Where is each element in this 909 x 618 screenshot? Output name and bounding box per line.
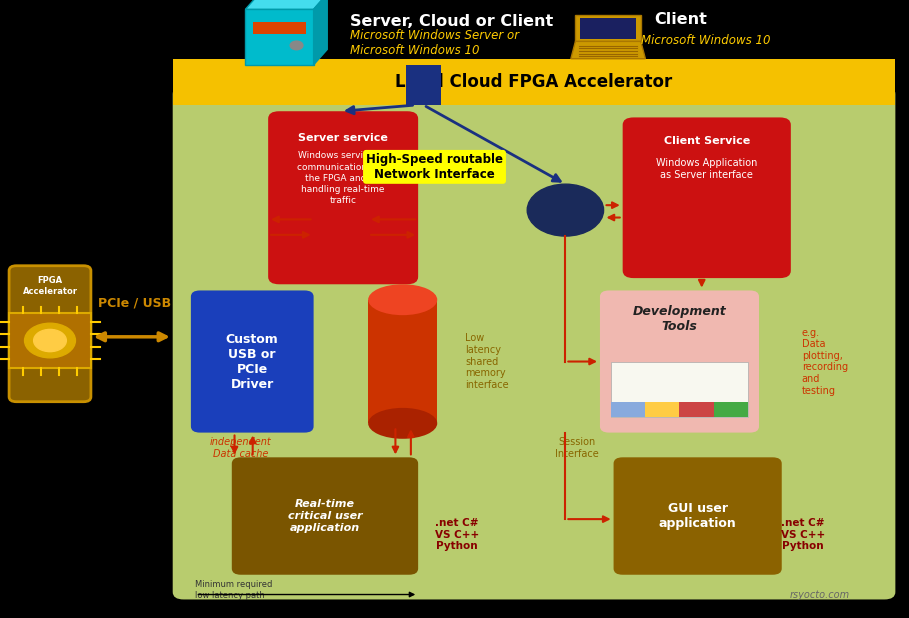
- Circle shape: [25, 323, 75, 358]
- Text: e.g.
Data
plotting,
recording
and
testing: e.g. Data plotting, recording and testin…: [802, 328, 848, 396]
- Polygon shape: [575, 15, 641, 41]
- Text: Custom
USB or
PCIe
Driver: Custom USB or PCIe Driver: [225, 332, 279, 391]
- Polygon shape: [571, 41, 645, 59]
- Circle shape: [34, 329, 66, 352]
- Circle shape: [527, 184, 604, 236]
- FancyBboxPatch shape: [173, 59, 895, 105]
- FancyBboxPatch shape: [191, 290, 314, 433]
- Polygon shape: [245, 0, 327, 9]
- Text: rsyocto.com: rsyocto.com: [790, 590, 850, 599]
- FancyBboxPatch shape: [173, 87, 895, 599]
- FancyBboxPatch shape: [406, 65, 441, 105]
- FancyBboxPatch shape: [614, 457, 782, 575]
- FancyBboxPatch shape: [253, 22, 306, 35]
- FancyBboxPatch shape: [611, 402, 645, 417]
- Text: PCIe / USB: PCIe / USB: [98, 296, 171, 309]
- Text: Microsoft Windows Server or
Microsoft Windows 10: Microsoft Windows Server or Microsoft Wi…: [350, 29, 519, 57]
- Text: .net C#
VS C++
Python: .net C# VS C++ Python: [781, 518, 824, 551]
- FancyBboxPatch shape: [611, 362, 748, 417]
- Text: independent
Data cache: independent Data cache: [210, 438, 272, 459]
- Text: FPGA
Accelerator: FPGA Accelerator: [23, 276, 77, 296]
- Text: Windows service for
communication with
the FPGA and for
handling real-time
traff: Windows service for communication with t…: [297, 151, 389, 205]
- Text: Windows Application
as Server interface: Windows Application as Server interface: [656, 158, 757, 180]
- FancyBboxPatch shape: [245, 9, 314, 65]
- FancyBboxPatch shape: [232, 457, 418, 575]
- Text: Server service: Server service: [298, 133, 388, 143]
- Text: Session
Interface: Session Interface: [555, 438, 599, 459]
- Text: Local Cloud FPGA Accelerator: Local Cloud FPGA Accelerator: [395, 73, 673, 91]
- FancyBboxPatch shape: [600, 290, 759, 433]
- Text: Development
Tools: Development Tools: [633, 305, 726, 333]
- FancyBboxPatch shape: [9, 313, 91, 368]
- FancyBboxPatch shape: [268, 111, 418, 284]
- FancyBboxPatch shape: [680, 402, 714, 417]
- Text: Client Service: Client Service: [664, 136, 750, 146]
- Text: Server, Cloud or Client: Server, Cloud or Client: [350, 14, 554, 29]
- Text: High-Speed routable
Network Interface: High-Speed routable Network Interface: [366, 153, 503, 181]
- Bar: [368, 300, 437, 423]
- FancyBboxPatch shape: [9, 266, 91, 402]
- Polygon shape: [314, 0, 327, 65]
- FancyBboxPatch shape: [645, 402, 679, 417]
- FancyBboxPatch shape: [580, 18, 636, 40]
- Text: Microsoft Windows 10: Microsoft Windows 10: [641, 33, 770, 47]
- Text: Client: Client: [654, 12, 707, 27]
- Ellipse shape: [368, 284, 437, 315]
- FancyBboxPatch shape: [623, 117, 791, 278]
- Text: .net C#
VS C++
Python: .net C# VS C++ Python: [435, 518, 479, 551]
- Text: Low
latency
shared
memory
interface: Low latency shared memory interface: [465, 333, 509, 390]
- Text: GUI user
application: GUI user application: [659, 502, 736, 530]
- FancyBboxPatch shape: [714, 402, 748, 417]
- Text: Minimum required
low latency path: Minimum required low latency path: [195, 580, 273, 600]
- Ellipse shape: [368, 408, 437, 439]
- Text: Real-time
critical user
application: Real-time critical user application: [287, 499, 363, 533]
- Circle shape: [290, 41, 303, 50]
